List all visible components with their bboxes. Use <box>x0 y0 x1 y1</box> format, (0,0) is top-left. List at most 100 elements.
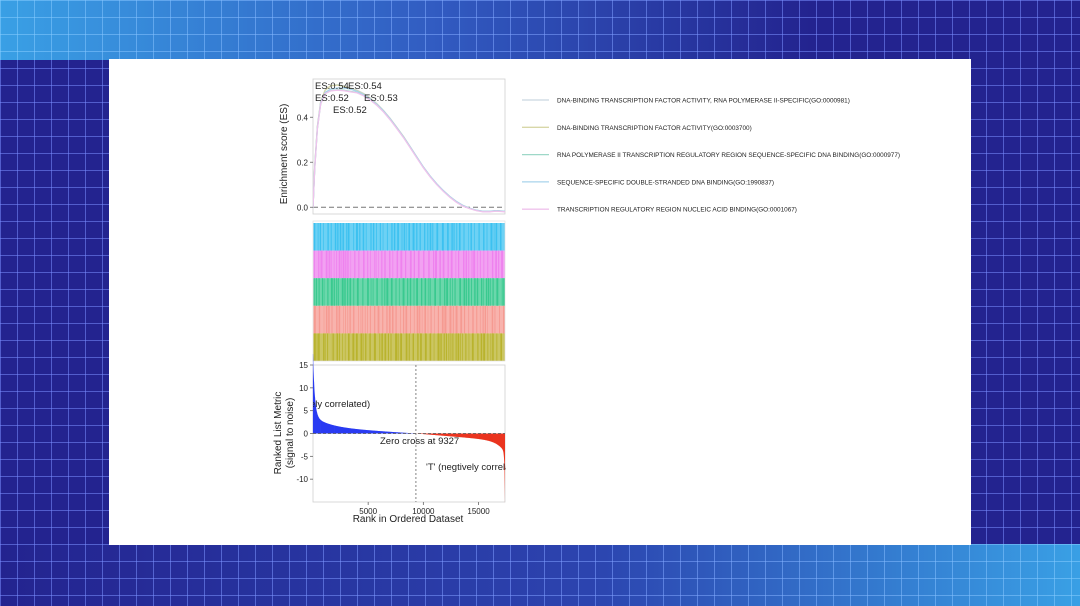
hit-stripe <box>367 305 368 334</box>
hit-stripe <box>499 305 500 334</box>
hit-stripe <box>496 333 498 361</box>
hit-stripe <box>410 305 411 334</box>
hit-stripe <box>408 223 410 251</box>
hit-stripe <box>487 250 489 279</box>
metric-y-tick-label: 15 <box>299 361 308 370</box>
hit-stripe <box>381 333 383 361</box>
hit-stripe <box>381 250 383 279</box>
slide-card: 0.0 0.2 0.4 Enrichment score (ES) ES:0.54 … <box>109 59 971 545</box>
hit-stripe <box>377 305 380 334</box>
hit-stripe <box>347 305 349 334</box>
hit-stripe <box>492 333 494 361</box>
hit-stripe <box>323 333 325 361</box>
hit-stripe <box>421 278 423 306</box>
metric-y-tick-label: 10 <box>299 384 308 393</box>
hit-stripe <box>350 250 352 279</box>
hit-stripe <box>465 333 467 361</box>
hit-stripe <box>321 278 323 306</box>
hit-stripe <box>373 333 376 361</box>
hit-stripe <box>443 333 445 361</box>
hit-stripe <box>429 223 432 251</box>
hit-stripe <box>342 250 345 279</box>
hit-stripe <box>325 305 328 334</box>
hit-stripe <box>468 223 469 251</box>
hit-stripe <box>343 305 344 334</box>
hit-stripe <box>493 223 495 251</box>
hit-stripe <box>468 278 470 306</box>
hit-stripe <box>483 223 485 251</box>
es-annotation-4: ES:0.53 <box>364 93 398 104</box>
hit-stripe <box>382 223 384 251</box>
hit-stripe <box>427 223 429 251</box>
hit-stripe <box>450 333 452 361</box>
hit-stripe <box>384 333 387 361</box>
hit-stripe <box>459 278 461 306</box>
hit-stripe <box>381 278 383 306</box>
hit-stripe <box>483 333 486 361</box>
es-y-tick-label: 0.0 <box>297 203 309 212</box>
hit-stripe <box>483 278 484 306</box>
hit-stripe <box>496 278 499 306</box>
hit-stripe <box>392 305 394 334</box>
hit-stripe <box>338 333 340 361</box>
hit-stripe <box>333 250 335 279</box>
background-glow-top <box>0 0 1080 60</box>
hit-stripe <box>477 333 479 361</box>
hit-stripe <box>390 333 392 361</box>
hit-stripe <box>314 278 315 306</box>
metric-y-tick-label: -5 <box>301 452 309 461</box>
hit-stripe <box>439 278 441 306</box>
hit-stripe <box>362 278 364 306</box>
hit-stripe <box>352 333 355 361</box>
hit-stripe <box>388 305 391 334</box>
hit-stripe <box>419 305 421 334</box>
hit-stripe <box>416 223 418 251</box>
hit-stripe <box>424 278 427 306</box>
hit-stripe <box>498 250 500 279</box>
hit-stripe <box>492 278 494 306</box>
hit-stripe <box>403 223 405 251</box>
hit-stripe <box>389 250 391 279</box>
hit-stripe <box>429 333 432 361</box>
metric-x-tick-label: 10000 <box>412 507 435 516</box>
hit-stripe <box>446 278 448 306</box>
metric-x-axis-label: Rank in Ordered Dataset <box>353 514 464 525</box>
hit-stripe <box>483 250 485 279</box>
hit-stripe <box>452 305 454 334</box>
hit-stripe <box>474 278 476 306</box>
hit-stripe <box>400 250 403 279</box>
hit-stripe <box>465 250 468 279</box>
es-annotation-2: ES:0.54 <box>348 81 382 92</box>
hit-stripe <box>390 278 393 306</box>
hit-stripe <box>336 250 338 279</box>
hit-stripe <box>500 223 502 251</box>
hit-stripe <box>342 223 344 251</box>
hit-stripe <box>412 223 415 251</box>
hit-stripe <box>453 223 455 251</box>
hit-stripe <box>353 223 355 251</box>
es-curve-5 <box>313 89 505 213</box>
hit-stripe <box>478 223 480 251</box>
background-glow-bottom <box>0 544 1080 606</box>
hit-stripe <box>321 250 323 279</box>
hit-stripe <box>434 305 435 334</box>
hit-stripe <box>486 223 488 251</box>
hit-stripe <box>476 278 479 306</box>
hit-stripe <box>327 333 329 361</box>
hit-stripe <box>427 305 429 334</box>
hit-stripe <box>416 305 419 334</box>
hit-stripe <box>462 333 463 361</box>
hit-stripe <box>370 250 371 279</box>
hit-stripe <box>490 278 491 306</box>
hit-stripe <box>369 333 371 361</box>
zero-cross-label: Zero cross at 9327 <box>380 436 459 447</box>
hit-stripe <box>345 305 346 334</box>
legend-label-3: RNA POLYMERASE II TRANSCRIPTION REGULATO… <box>557 152 900 159</box>
hit-stripe <box>470 223 472 251</box>
hit-stripe <box>490 333 492 361</box>
hit-stripe <box>397 223 399 251</box>
hit-stripe <box>400 305 401 334</box>
hit-stripe <box>318 333 320 361</box>
hit-stripe <box>364 305 366 334</box>
hit-stripe <box>398 278 400 306</box>
